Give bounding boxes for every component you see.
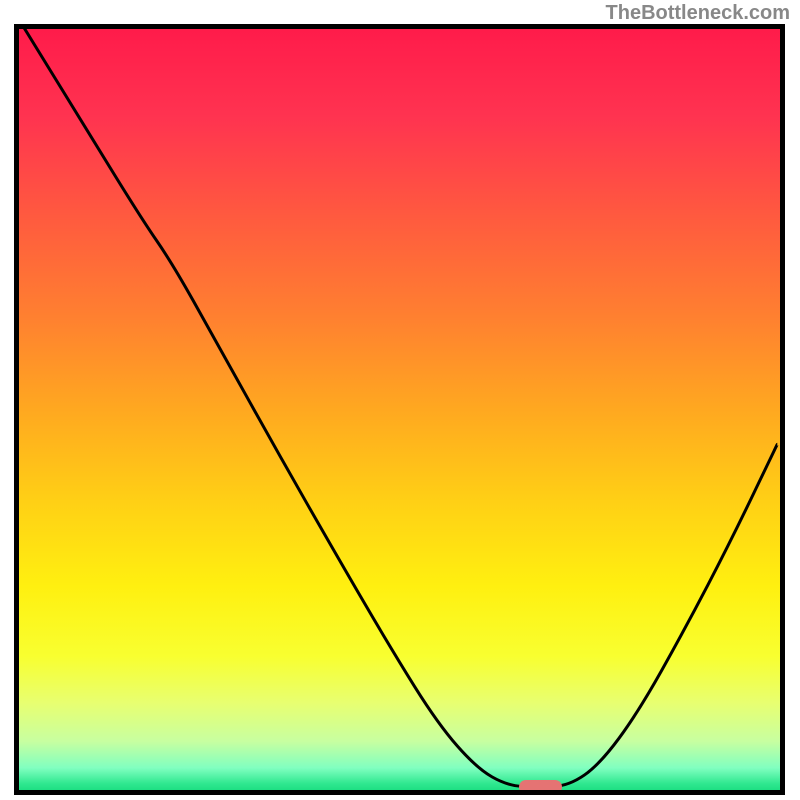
optimal-marker — [519, 780, 561, 794]
watermark-text: TheBottleneck.com — [606, 2, 790, 25]
performance-curve — [14, 24, 785, 795]
bottleneck-chart — [14, 24, 785, 795]
